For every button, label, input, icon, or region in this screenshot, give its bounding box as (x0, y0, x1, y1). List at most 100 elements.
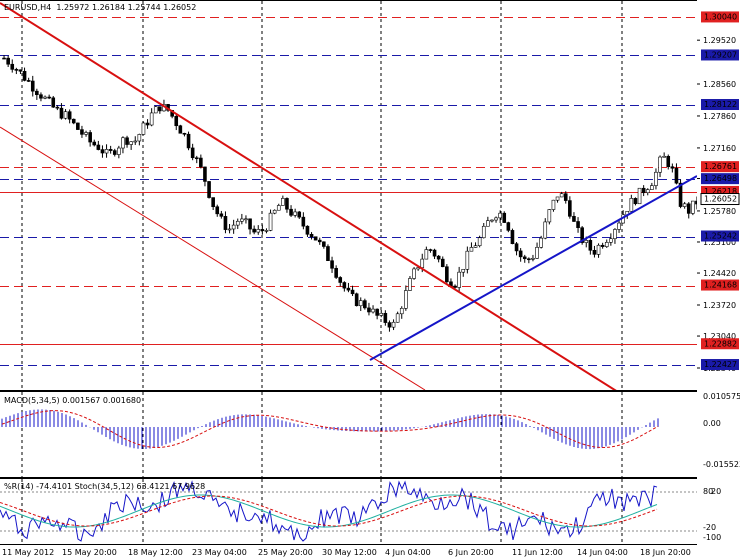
candle-body (100, 149, 105, 154)
candle-body (486, 220, 490, 227)
candle-body (125, 137, 129, 145)
macd-tick-label: -0.015523 (703, 460, 740, 469)
candle-body (490, 219, 494, 222)
candle-body (76, 122, 80, 130)
candle-body (174, 116, 179, 127)
candle-body (289, 208, 293, 216)
candle-body (424, 249, 429, 260)
price-axis: 1.295201.285601.278601.271601.264901.257… (697, 11, 740, 373)
channel-lower-line (0, 126, 426, 390)
candle-body (203, 166, 207, 182)
time-tick-label: 14 Jun 04:00 (577, 548, 628, 557)
candle-body (473, 245, 478, 248)
candle-body (51, 97, 56, 108)
candle-body (252, 228, 256, 233)
price-tick-label: 1.29520 (703, 36, 736, 45)
candle-body (80, 129, 84, 135)
candle-body (494, 217, 498, 221)
candle-body (145, 122, 150, 126)
candle-body (67, 111, 72, 120)
stoch-tick-label: 80 (703, 487, 713, 496)
candle-body (477, 237, 482, 247)
price-pane[interactable]: EURUSD,H4 1.25972 1.26184 1.25744 1.2605… (0, 0, 697, 391)
candle-body (297, 211, 302, 218)
candle-body (104, 149, 109, 154)
candle-body (137, 134, 142, 142)
candle-body (358, 300, 363, 307)
candle-body (334, 267, 338, 278)
price-level-box (701, 279, 739, 291)
low-value: 1.25744 (127, 3, 161, 12)
candle-body (666, 155, 671, 168)
time-tick-label: 15 May 20:00 (62, 548, 117, 557)
time-tick-label: 11 Jun 12:00 (512, 548, 563, 557)
candle-body (584, 240, 589, 243)
price-level-label: 1.30040 (704, 12, 737, 21)
price-level-box (701, 230, 739, 242)
close-value: 1.26052 (163, 3, 197, 12)
channel-upper-line (0, 2, 617, 390)
candle-body (47, 96, 51, 99)
candle-body (555, 196, 560, 201)
candle-body (662, 155, 666, 158)
macd-axis: 0.010575 0.00 -0.015523 (703, 392, 740, 469)
candle-body (563, 193, 568, 201)
candle-body (502, 212, 507, 223)
candle-body (420, 258, 425, 268)
candle-body (346, 287, 351, 291)
candle-body (30, 80, 35, 92)
time-tick-label: 11 May 2012 (2, 548, 54, 557)
candle-body (322, 241, 326, 247)
price-title: EURUSD,H4 1.25972 1.26184 1.25744 1.2605… (4, 3, 196, 12)
candle-body (141, 122, 146, 135)
price-level-box (701, 161, 739, 173)
candle-body (539, 237, 543, 248)
price-level-label: 1.26761 (704, 162, 737, 171)
candle-body (432, 249, 437, 257)
candle-body (551, 199, 556, 210)
candle-body (207, 181, 211, 198)
candle-body (186, 133, 191, 149)
candle-body (342, 282, 347, 289)
stoch-tick-label: 20 (711, 487, 721, 496)
candle-body (654, 171, 658, 186)
price-level-label: 1.29207 (704, 50, 737, 59)
candle-body (10, 63, 15, 70)
candle-body (428, 249, 433, 251)
candle-body (461, 268, 466, 273)
candle-body (609, 238, 613, 243)
macd-tick-label: 0.00 (703, 419, 721, 428)
candle-body (211, 197, 215, 208)
candle-body (445, 266, 449, 283)
candle-body (256, 229, 261, 233)
candle-body (588, 240, 593, 251)
candle-body (293, 211, 297, 216)
candle-body (133, 140, 138, 143)
candle-body (535, 246, 539, 259)
candle-body (129, 141, 133, 145)
candle-body (313, 236, 318, 241)
macd-signal-line (1, 410, 659, 449)
open-value: 1.25972 (56, 3, 90, 12)
time-tick-label: 25 May 20:00 (258, 548, 313, 557)
candle-body (317, 239, 322, 243)
candle-body (383, 312, 388, 323)
time-tick-label: 18 May 12:00 (128, 548, 183, 557)
candle-body (670, 166, 675, 169)
price-tick-label: 1.25100 (703, 238, 736, 247)
candle-body (276, 205, 281, 211)
stoch-pane[interactable]: %R(14) -74.4101 Stoch(34,5,12) 63.4121 6… (0, 478, 697, 545)
candle-body (568, 200, 572, 217)
candle-body (686, 203, 691, 214)
candle-body (617, 222, 621, 230)
price-tick-label: 1.27860 (703, 112, 736, 121)
price-level-box (701, 173, 739, 185)
macd-pane[interactable]: MACD(5,34,5) 0.001567 0.001680 (0, 391, 697, 478)
candle-body (117, 147, 121, 155)
candle-body (395, 313, 400, 323)
candle-body (691, 200, 695, 214)
time-tick-label: 6 Jun 20:00 (448, 548, 494, 557)
candle-body (264, 230, 269, 232)
price-tick-label: 1.23040 (703, 332, 736, 341)
